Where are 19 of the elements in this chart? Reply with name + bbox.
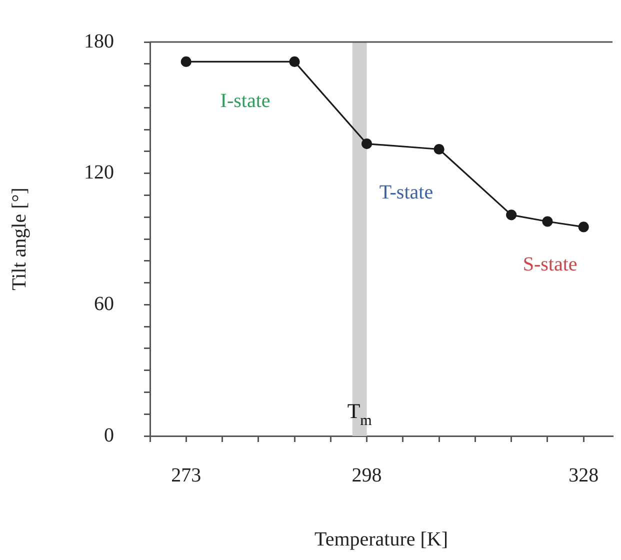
y-tick-label: 180 <box>84 30 114 52</box>
annotation: S-state <box>522 254 578 276</box>
x-tick-label: 273 <box>171 464 202 486</box>
y-tick-label: 60 <box>94 292 114 315</box>
point <box>506 210 517 220</box>
point <box>180 56 192 67</box>
annotation: I-state <box>220 90 270 112</box>
point <box>362 138 372 150</box>
point <box>542 216 553 227</box>
annotation: T-state <box>379 182 434 204</box>
y-axis-title: Tilt angle [°] <box>8 188 30 290</box>
y-tick-label: 120 <box>84 162 114 184</box>
point <box>434 144 444 155</box>
point <box>289 56 300 67</box>
x-axis-title: Temperature [K] <box>314 528 448 550</box>
x-tick-label: 328 <box>568 464 599 486</box>
y-tick-label: 0 <box>104 424 114 446</box>
x-tick-label: 298 <box>352 464 382 486</box>
point <box>578 222 589 232</box>
